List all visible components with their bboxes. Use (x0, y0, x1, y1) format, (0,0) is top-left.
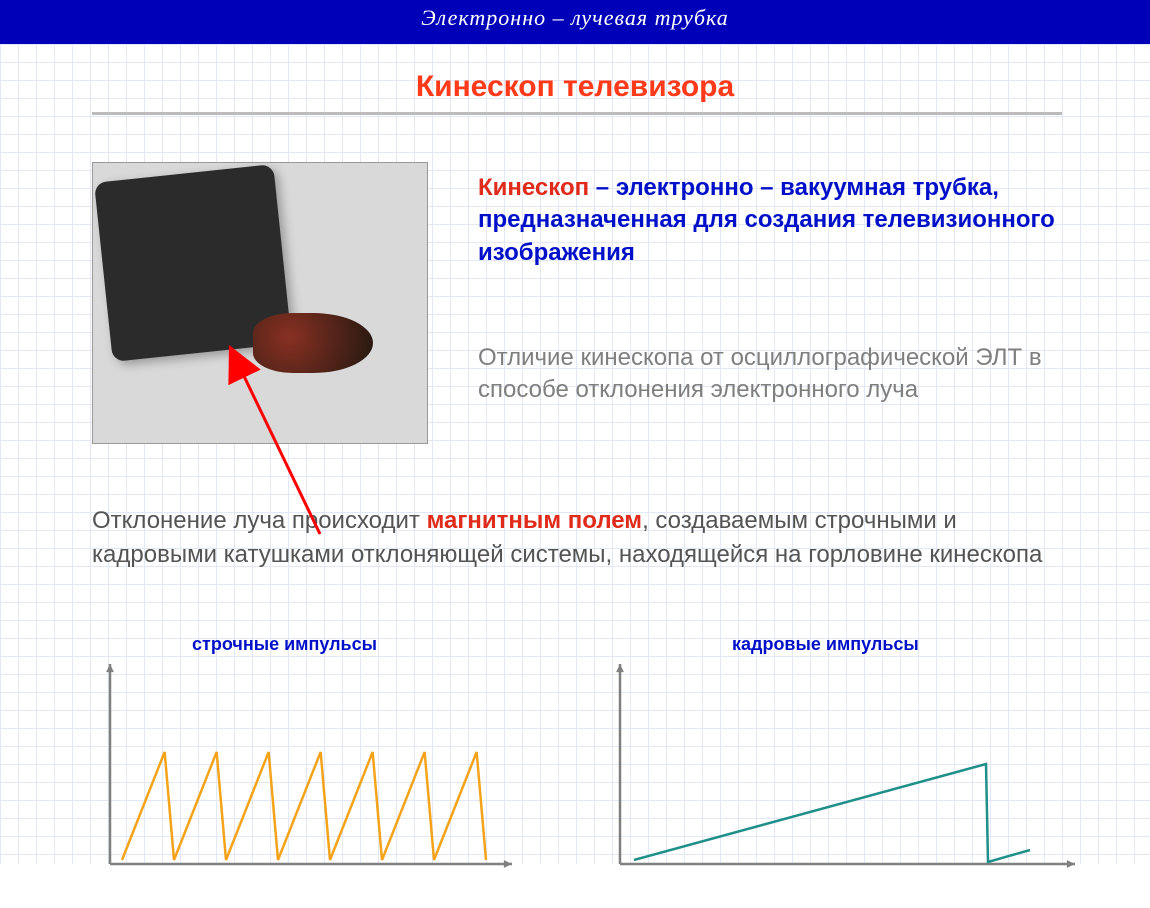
content-area: Кинескоп телевизора Кинескоп – электронн… (0, 44, 1150, 864)
pointer-arrow (180, 344, 380, 564)
right-chart (0, 44, 1150, 908)
slide-header: Электронно – лучевая трубка (0, 0, 1150, 44)
slide-header-title: Электронно – лучевая трубка (421, 5, 729, 30)
